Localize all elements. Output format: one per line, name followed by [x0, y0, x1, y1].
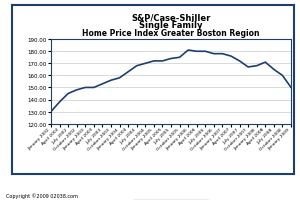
Text: Single Family: Single Family: [139, 21, 203, 30]
Text: S&P/Case-Shiller: S&P/Case-Shiller: [131, 13, 211, 22]
Text: Copyright ©2009 02038.com: Copyright ©2009 02038.com: [6, 192, 78, 198]
Text: Home Price Index Greater Boston Region: Home Price Index Greater Boston Region: [82, 29, 260, 38]
